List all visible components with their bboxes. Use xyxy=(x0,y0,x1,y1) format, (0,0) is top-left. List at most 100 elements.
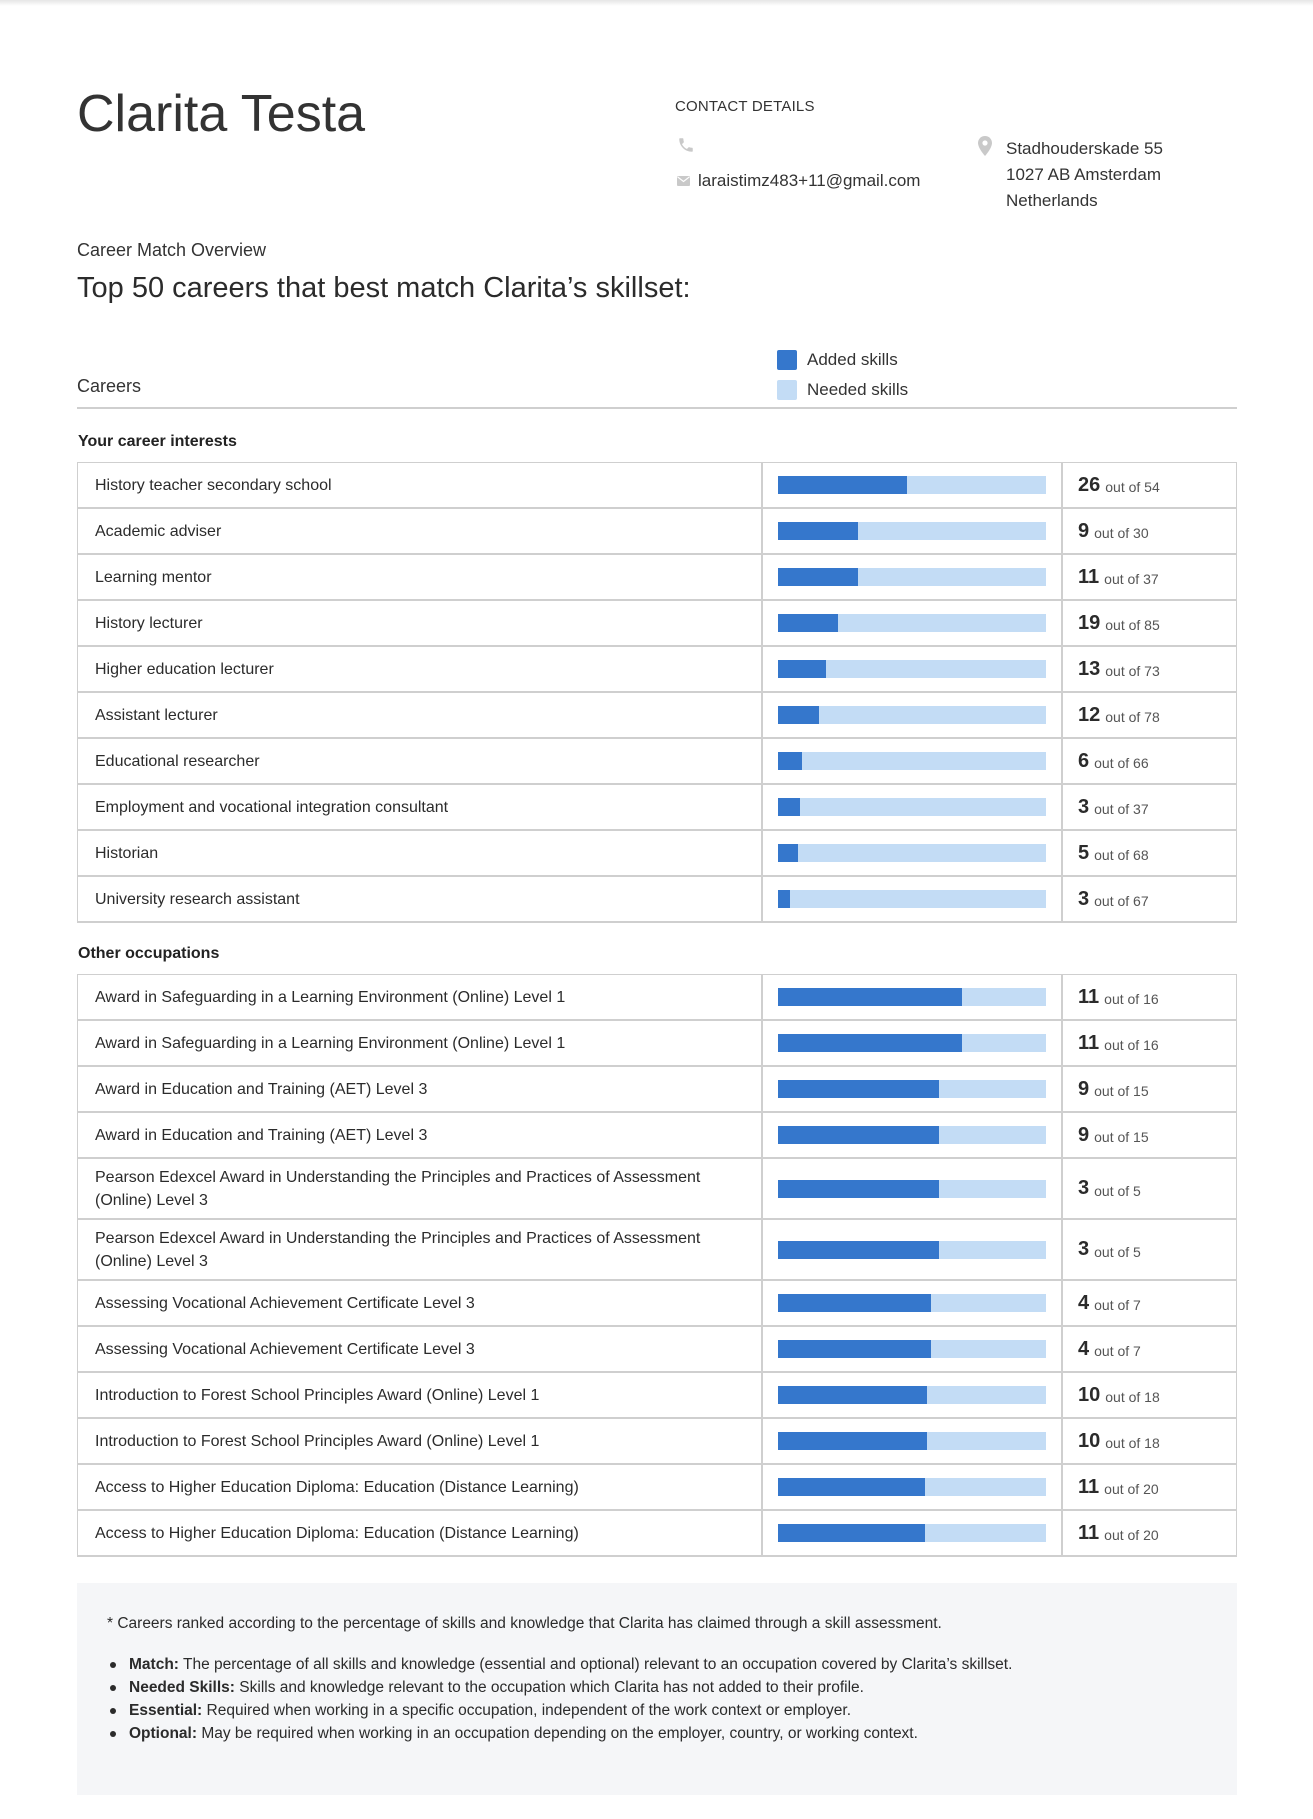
career-name: Award in Education and Training (AET) Le… xyxy=(95,1126,428,1144)
needed-skills-bar xyxy=(778,1386,1046,1404)
added-count: 9 xyxy=(1078,1077,1090,1100)
skill-match-bar-cell xyxy=(761,509,1063,553)
total-count: out of 7 xyxy=(1094,1343,1141,1359)
match-score: 9 out of 15 xyxy=(1063,1113,1236,1157)
needed-skills-bar xyxy=(778,522,1046,540)
note-item-optional: Optional: May be required when working i… xyxy=(107,1722,1207,1745)
added-count: 13 xyxy=(1078,657,1101,680)
needed-skills-bar xyxy=(778,1034,1046,1052)
added-skills-bar xyxy=(778,522,859,540)
career-name: Educational researcher xyxy=(95,752,260,770)
skill-match-bar-cell xyxy=(761,1113,1063,1157)
skill-match-bar-cell xyxy=(761,601,1063,645)
match-score: 9 out of 15 xyxy=(1063,1067,1236,1111)
total-count: out of 18 xyxy=(1105,1389,1160,1405)
total-count: out of 37 xyxy=(1094,801,1149,817)
match-score: 11 out of 20 xyxy=(1063,1465,1236,1509)
legend-added-swatch xyxy=(777,350,797,370)
skill-match-bar-cell xyxy=(761,1465,1063,1509)
career-name: Introduction to Forest School Principles… xyxy=(95,1386,540,1404)
needed-skills-bar xyxy=(778,798,1046,816)
career-name: Award in Safeguarding in a Learning Envi… xyxy=(95,988,566,1006)
location-pin-icon xyxy=(978,136,992,156)
needed-skills-bar xyxy=(778,1126,1046,1144)
total-count: out of 73 xyxy=(1105,663,1160,679)
note-text: Skills and knowledge relevant to the occ… xyxy=(239,1679,864,1696)
skills-legend: Added skills Needed skills xyxy=(777,345,908,405)
total-count: out of 20 xyxy=(1104,1481,1159,1497)
added-skills-bar xyxy=(778,476,908,494)
needed-skills-bar xyxy=(778,1294,1046,1312)
table-row: Employment and vocational integration co… xyxy=(78,785,1236,831)
skill-match-bar-cell xyxy=(761,647,1063,691)
match-score: 26 out of 54 xyxy=(1063,463,1236,507)
added-count: 11 xyxy=(1078,1475,1100,1498)
added-count: 9 xyxy=(1078,519,1090,542)
needed-skills-bar xyxy=(778,614,1046,632)
match-score: 12 out of 78 xyxy=(1063,693,1236,737)
skill-match-bar-cell xyxy=(761,1159,1063,1218)
total-count: out of 5 xyxy=(1094,1182,1141,1199)
added-skills-bar xyxy=(778,1478,926,1496)
table-row: Pearson Edexcel Award in Understanding t… xyxy=(78,1220,1236,1281)
table-row: Award in Safeguarding in a Learning Envi… xyxy=(78,975,1236,1021)
skill-match-bar-cell xyxy=(761,785,1063,829)
added-count: 11 xyxy=(1078,565,1100,588)
total-count: out of 7 xyxy=(1094,1297,1141,1313)
match-score: 11 out of 16 xyxy=(1063,1021,1236,1065)
address-line-street: Stadhouderskade 55 xyxy=(1006,139,1163,158)
total-count: out of 15 xyxy=(1094,1129,1149,1145)
skill-match-bar-cell xyxy=(761,877,1063,921)
match-score: 13 out of 73 xyxy=(1063,647,1236,691)
needed-skills-bar xyxy=(778,706,1046,724)
table-row: Pearson Edexcel Award in Understanding t… xyxy=(78,1159,1236,1220)
table-row: Award in Education and Training (AET) Le… xyxy=(78,1067,1236,1113)
total-count: out of 85 xyxy=(1105,617,1160,633)
skill-match-bar-cell xyxy=(761,1511,1063,1555)
total-count: out of 66 xyxy=(1094,755,1149,771)
table-row: Introduction to Forest School Principles… xyxy=(78,1419,1236,1465)
career-interests-table: History teacher secondary school 26 out of… xyxy=(77,462,1237,923)
candidate-name: Clarita Testa xyxy=(77,85,366,143)
career-name: History teacher secondary school xyxy=(95,476,332,494)
skill-match-bar-cell xyxy=(761,555,1063,599)
added-skills-bar xyxy=(778,1340,932,1358)
needed-skills-bar xyxy=(778,988,1046,1006)
added-skills-bar xyxy=(778,752,803,770)
career-name: Academic adviser xyxy=(95,522,222,540)
table-row: Learning mentor 11 out of 37 xyxy=(78,555,1236,601)
career-name: History lecturer xyxy=(95,614,203,632)
note-text: The percentage of all skills and knowled… xyxy=(182,1656,1013,1673)
legend-needed-swatch xyxy=(777,380,797,400)
match-score: 5 out of 68 xyxy=(1063,831,1236,875)
page-top-shadow xyxy=(0,0,1313,6)
legend-added-label: Added skills xyxy=(807,350,898,369)
note-item-match: Match: The percentage of all skills and … xyxy=(107,1653,1207,1676)
note-item-essential: Essential: Required when working in a sp… xyxy=(107,1699,1207,1722)
table-row: Access to Higher Education Diploma: Educ… xyxy=(78,1511,1236,1557)
added-count: 4 xyxy=(1078,1291,1090,1314)
total-count: out of 67 xyxy=(1094,893,1149,909)
match-score: 3 out of 67 xyxy=(1063,877,1236,921)
career-name: Pearson Edexcel Award in Understanding t… xyxy=(95,1229,701,1270)
note-term: Optional: xyxy=(129,1725,198,1742)
career-name: Pearson Edexcel Award in Understanding t… xyxy=(95,1168,701,1209)
address-line-country: Netherlands xyxy=(1006,191,1098,210)
total-count: out of 30 xyxy=(1094,525,1149,541)
career-name: Award in Safeguarding in a Learning Envi… xyxy=(95,1034,566,1052)
added-skills-bar xyxy=(778,568,858,586)
total-count: out of 18 xyxy=(1105,1435,1160,1451)
skill-match-bar-cell xyxy=(761,1220,1063,1279)
phone-icon xyxy=(679,138,693,152)
career-name: Assessing Vocational Achievement Certifi… xyxy=(95,1294,475,1312)
contact-address: Stadhouderskade 55 1027 AB Amsterdam Net… xyxy=(1006,136,1163,214)
match-score: 3 out of 5 xyxy=(1063,1159,1236,1218)
section-title-career-interests: Your career interests xyxy=(78,433,237,450)
added-count: 10 xyxy=(1078,1383,1101,1406)
skill-match-bar-cell xyxy=(761,975,1063,1019)
skill-match-bar-cell xyxy=(761,1021,1063,1065)
header-divider xyxy=(77,407,1237,409)
career-name: Assistant lecturer xyxy=(95,706,218,724)
added-skills-bar xyxy=(778,1524,926,1542)
total-count: out of 68 xyxy=(1094,847,1149,863)
